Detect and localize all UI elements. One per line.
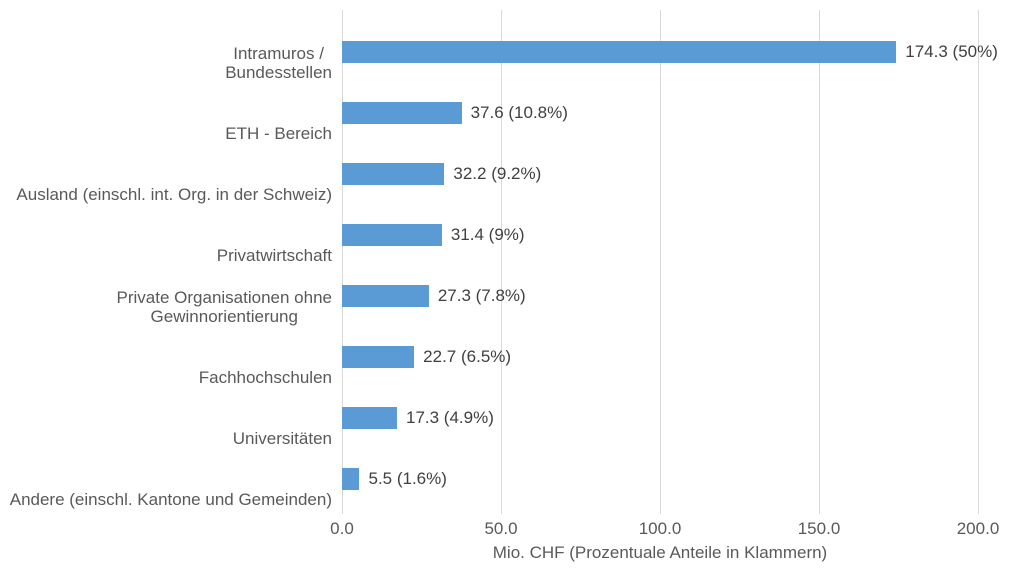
category-label: Universitäten <box>4 387 332 448</box>
bar-value-label: 31.4 (9%) <box>450 224 525 244</box>
bar <box>342 40 897 63</box>
category-label-line: Ausland (einschl. int. Org. in der Schwe… <box>16 185 332 204</box>
category-label-lines: Intramuros / Bundesstellen <box>225 44 332 82</box>
bar <box>342 101 462 124</box>
category-label: Ausland (einschl. int. Org. in der Schwe… <box>4 143 332 204</box>
category-label-line: Intramuros / <box>233 44 324 63</box>
category-label-lines: Universitäten <box>233 429 332 448</box>
category-label-lines: Private Organisationen ohne Gewinnorienti… <box>117 288 332 326</box>
category-label-line: Gewinnorientierung <box>150 307 298 326</box>
category-label-line: Universitäten <box>232 429 332 448</box>
bar-value-label: 22.7 (6.5%) <box>423 346 512 366</box>
y-axis-line <box>342 10 343 509</box>
category-label-line: Andere (einschl. Kantone und Gemeinden) <box>9 490 332 509</box>
category-label-lines: Andere (einschl. Kantone und Gemeinden) <box>10 490 332 509</box>
x-tick-label: 0.0 <box>330 519 354 538</box>
x-tick-label: 100.0 <box>638 519 682 538</box>
category-label-lines: Ausland (einschl. int. Org. in der Schwe… <box>16 185 332 204</box>
x-tick-label: 200.0 <box>956 519 1000 538</box>
x-tick-label: 50.0 <box>484 519 518 538</box>
category-label-line: Privatwirtschaft <box>216 246 332 265</box>
bar-value-label: 32.2 (9.2%) <box>453 163 542 183</box>
x-axis-tick <box>660 509 661 514</box>
bar <box>342 406 397 429</box>
bar <box>342 223 442 246</box>
category-label-line: Bundesstellen <box>225 63 332 82</box>
category-label-lines: Privatwirtschaft <box>217 246 332 265</box>
bar <box>342 162 445 185</box>
bar <box>342 284 429 307</box>
x-tick-label: 150.0 <box>797 519 841 538</box>
bar <box>342 467 360 490</box>
category-label: Privatwirtschaft <box>4 204 332 265</box>
category-label-lines: ETH - Bereich <box>225 124 332 143</box>
gridline <box>819 10 820 509</box>
gridline <box>660 10 661 509</box>
bar-value-label: 5.5 (1.6%) <box>368 468 447 488</box>
category-label: Private Organisationen ohne Gewinnorienti… <box>4 265 332 326</box>
bar-value-label: 17.3 (4.9%) <box>406 407 494 427</box>
category-label-lines: Fachhochschulen <box>199 368 332 387</box>
category-label-line: Private Organisationen ohne <box>116 288 332 307</box>
category-label: Fachhochschulen <box>4 326 332 387</box>
category-label: Intramuros / Bundesstellen <box>4 21 332 82</box>
gridline <box>978 10 979 509</box>
bar <box>342 345 415 368</box>
x-axis-tick <box>978 509 979 514</box>
x-axis-tick <box>342 509 343 514</box>
bar-value-label: 37.6 (10.8%) <box>470 102 568 122</box>
category-label: ETH - Bereich <box>4 82 332 143</box>
x-axis-tick <box>501 509 502 514</box>
gridline <box>501 10 502 509</box>
x-axis-tick <box>819 509 820 514</box>
category-label: Andere (einschl. Kantone und Gemeinden) <box>4 448 332 509</box>
bar-value-label: 174.3 (50%) <box>905 41 998 61</box>
category-label-line: ETH - Bereich <box>225 124 332 143</box>
category-label-line: Fachhochschulen <box>198 368 332 387</box>
bar-value-label: 27.3 (7.8%) <box>437 285 526 305</box>
x-axis-title: Mio. CHF (Prozentuale Anteile in Klammer… <box>492 543 828 562</box>
